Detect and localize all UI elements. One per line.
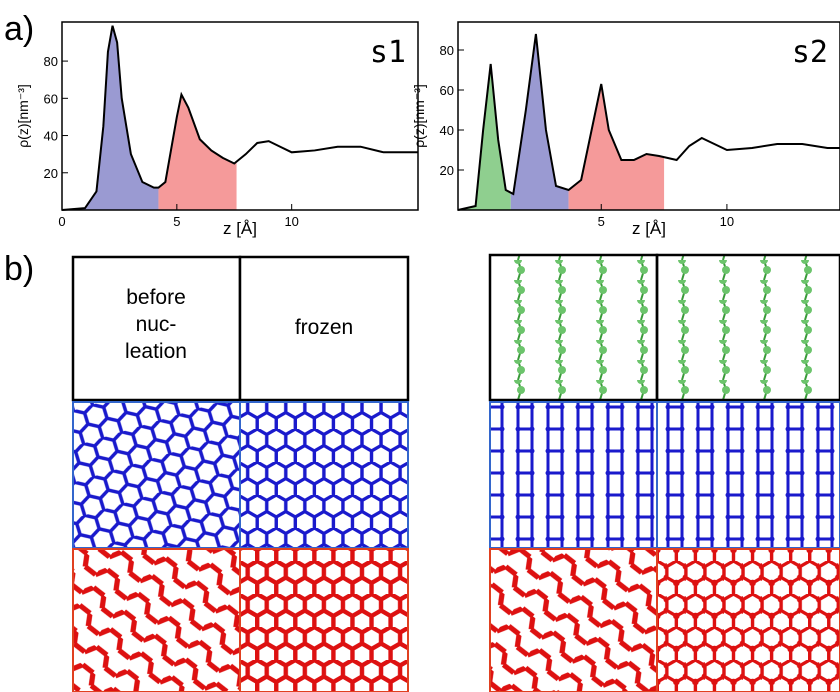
frame bbox=[238, 255, 410, 402]
snapshot bbox=[655, 253, 840, 402]
density-line bbox=[61, 25, 418, 211]
frame bbox=[71, 255, 242, 402]
y-tick-label: 60 bbox=[44, 91, 58, 106]
area-fill bbox=[458, 64, 511, 210]
snapshots-right bbox=[488, 253, 840, 692]
snapshots-left: before nuc- leation frozen bbox=[71, 255, 410, 692]
y-tick-label: 40 bbox=[440, 123, 454, 138]
snapshot bbox=[239, 401, 409, 549]
y-tick-label: 20 bbox=[44, 166, 58, 181]
chart-title: s1 bbox=[370, 35, 406, 70]
snapshot bbox=[489, 401, 658, 549]
panel-label: b) bbox=[4, 250, 34, 288]
y-tick-label: 80 bbox=[440, 43, 454, 58]
y-tick-label: 60 bbox=[440, 83, 454, 98]
snapshot bbox=[488, 253, 659, 402]
snapshot bbox=[656, 548, 840, 692]
column-label: leation bbox=[125, 340, 187, 363]
area-fill bbox=[510, 34, 569, 210]
snapshot bbox=[239, 548, 409, 692]
density-line bbox=[457, 33, 840, 211]
y-axis-label: ρ(z)[nm⁻³] bbox=[411, 84, 427, 148]
y-tick-label: 40 bbox=[44, 129, 58, 144]
x-tick-label: 5 bbox=[598, 214, 605, 229]
y-tick-label: 80 bbox=[44, 54, 58, 69]
column-label: before bbox=[126, 286, 186, 309]
snapshot bbox=[72, 548, 241, 692]
x-tick-label: 10 bbox=[720, 214, 734, 229]
x-axis-label: z [Å] bbox=[632, 219, 666, 238]
snapshot bbox=[489, 548, 658, 692]
plot-frame bbox=[457, 21, 840, 211]
x-tick-label: 5 bbox=[173, 214, 180, 229]
panel-label: a) bbox=[4, 10, 34, 48]
plot-frame bbox=[61, 21, 419, 211]
x-axis-label: z [Å] bbox=[223, 219, 257, 238]
area-fill bbox=[158, 94, 237, 210]
y-axis-label: ρ(z)[nm⁻³] bbox=[15, 84, 31, 148]
snapshot bbox=[72, 401, 241, 549]
column-label: frozen bbox=[295, 316, 353, 339]
x-tick-label: 0 bbox=[58, 214, 65, 229]
area-fill bbox=[568, 84, 665, 210]
x-tick-label: 10 bbox=[284, 214, 298, 229]
chart-title: s2 bbox=[792, 35, 828, 70]
y-tick-label: 20 bbox=[440, 163, 454, 178]
column-label: nuc- bbox=[136, 313, 177, 336]
snapshot bbox=[656, 401, 840, 549]
